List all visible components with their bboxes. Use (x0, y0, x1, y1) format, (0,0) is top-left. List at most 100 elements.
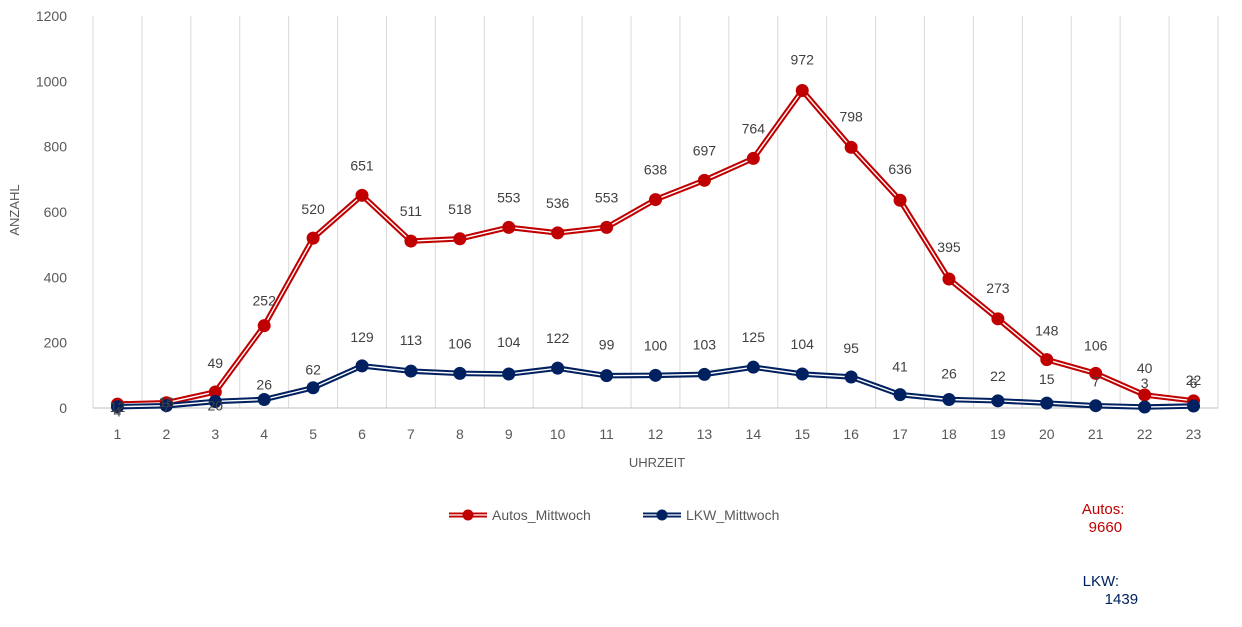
data-label: 22 (1186, 372, 1202, 388)
data-label: 129 (350, 329, 374, 345)
data-label: 7 (1092, 374, 1100, 390)
legend: Autos_Mittwoch LKW_Mittwoch (449, 507, 779, 523)
x-tick-label: 10 (550, 426, 566, 442)
data-label: 520 (301, 201, 325, 217)
data-label: 273 (986, 280, 1010, 296)
x-tick-label: 11 (599, 426, 614, 442)
x-tick-label: 3 (211, 426, 219, 442)
x-tick-label: 5 (309, 426, 317, 442)
data-label: 95 (843, 340, 859, 356)
data-point (1089, 399, 1103, 413)
x-tick-label: 4 (260, 426, 268, 442)
data-label: 553 (497, 189, 521, 205)
total-autos: Autos: 9660 (1066, 483, 1138, 555)
y-tick-label: 200 (44, 335, 68, 351)
total-lkw-label: LKW: (1082, 573, 1120, 590)
data-label: 798 (839, 108, 863, 124)
data-label: 764 (742, 120, 766, 136)
data-label: 122 (546, 330, 570, 346)
data-point (697, 173, 711, 187)
data-point (208, 394, 222, 408)
x-tick-label: 8 (456, 426, 464, 442)
y-axis-title: ANZAHL (7, 184, 22, 235)
x-tick-label: 7 (407, 426, 415, 442)
data-point (844, 370, 858, 384)
data-point (355, 188, 369, 202)
legend-marker-autos (462, 509, 474, 521)
data-point (404, 364, 418, 378)
data-label: 125 (742, 329, 766, 345)
data-label: 148 (1035, 323, 1059, 339)
data-label: 395 (937, 239, 961, 255)
x-tick-label: 9 (505, 426, 513, 442)
legend-marker-lkw (656, 509, 668, 521)
data-label: 553 (595, 189, 619, 205)
total-lkw: LKW: 1439 (1066, 555, 1138, 627)
data-point (355, 359, 369, 373)
data-label: 62 (305, 362, 321, 378)
data-point (306, 231, 320, 245)
legend-item-lkw: LKW_Mittwoch (643, 507, 779, 523)
data-point (600, 369, 614, 383)
data-label: 3 (1141, 375, 1149, 391)
data-point (795, 367, 809, 381)
x-tick-label: 22 (1137, 426, 1153, 442)
data-label: 6 (1190, 375, 1198, 391)
data-label: 106 (1084, 337, 1108, 353)
data-label: 15 (1039, 371, 1055, 387)
y-axis: 0 200 400 600 800 1000 1200 (36, 8, 67, 416)
data-label: 103 (693, 336, 717, 352)
data-label: 20 (207, 397, 223, 413)
total-autos-value: 9660 (1088, 519, 1123, 536)
y-tick-label: 1200 (36, 8, 67, 24)
x-tick-label: 19 (990, 426, 1006, 442)
data-point (1089, 366, 1103, 380)
y-tick-label: 800 (44, 139, 68, 155)
data-label: 41 (892, 359, 908, 375)
data-label: 972 (791, 51, 815, 67)
data-point (502, 367, 516, 381)
y-tick-label: 1000 (36, 73, 67, 89)
legend-label-autos: Autos_Mittwoch (492, 507, 591, 523)
x-tick-label: 12 (648, 426, 664, 442)
data-point (1187, 399, 1201, 413)
legend-label-lkw: LKW_Mittwoch (686, 507, 779, 523)
data-label: 518 (448, 201, 472, 217)
data-label: 16 (159, 394, 175, 410)
data-point (893, 193, 907, 207)
data-label: 26 (941, 366, 957, 382)
data-label: 106 (448, 335, 472, 351)
data-label: 536 (546, 195, 570, 211)
x-tick-label: 1 (114, 426, 122, 442)
data-point (600, 220, 614, 234)
x-axis: 1 2 3 4 5 6 7 8 9 10 11 12 13 14 15 16 17 18 19 20 21 22 23 (114, 426, 1202, 442)
legend-item-autos: Autos_Mittwoch (449, 507, 591, 523)
x-tick-label: 6 (358, 426, 366, 442)
data-point (844, 140, 858, 154)
data-point (1040, 353, 1054, 367)
data-label: 100 (644, 337, 668, 353)
data-point (795, 83, 809, 97)
data-label: 511 (400, 203, 423, 219)
data-point (551, 226, 565, 240)
data-label: 651 (350, 157, 374, 173)
x-tick-label: 18 (941, 426, 957, 442)
series-line-inner (117, 89, 1194, 405)
data-point (453, 366, 467, 380)
data-point (1138, 400, 1152, 414)
data-point (942, 393, 956, 407)
data-label: 4 (114, 404, 122, 420)
data-point (257, 319, 271, 333)
data-point (893, 388, 907, 402)
data-point (746, 360, 760, 374)
data-point (1138, 388, 1152, 402)
data-point (1040, 396, 1054, 410)
data-point (991, 394, 1005, 408)
data-label: 252 (253, 293, 277, 309)
data-point (551, 361, 565, 375)
data-point (697, 367, 711, 381)
x-tick-label: 16 (843, 426, 859, 442)
x-tick-label: 21 (1088, 426, 1104, 442)
x-tick-label: 23 (1186, 426, 1202, 442)
